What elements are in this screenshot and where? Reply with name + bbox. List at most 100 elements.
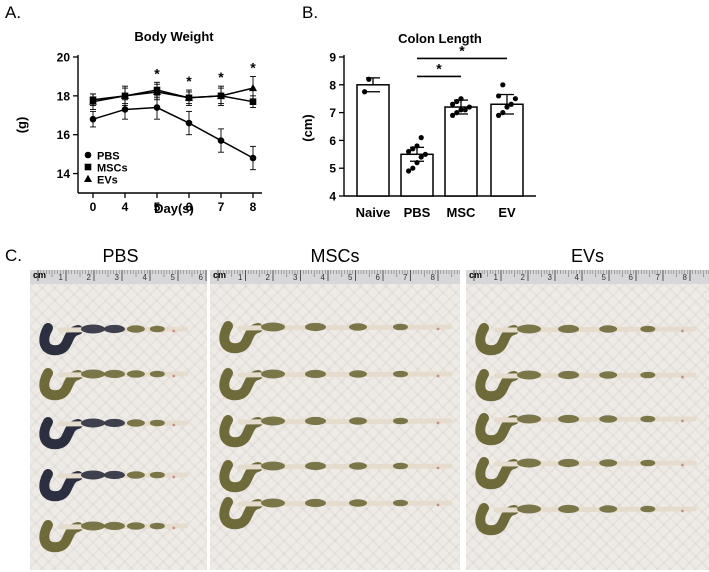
data-point bbox=[512, 96, 518, 102]
x-axis-label: Day(s) bbox=[154, 201, 194, 216]
blood-spot bbox=[436, 503, 440, 507]
y-tick-label: 20 bbox=[57, 51, 71, 65]
blood-spot bbox=[681, 375, 684, 379]
x-tick-label: 8 bbox=[250, 200, 257, 214]
colon-pellet bbox=[126, 471, 145, 479]
significance-star: * bbox=[186, 73, 192, 89]
y-axis-label: (g) bbox=[14, 117, 29, 134]
colon-cecum bbox=[39, 368, 83, 401]
data-point bbox=[462, 107, 468, 113]
x-tick-label: MSC bbox=[447, 205, 477, 220]
marker-square bbox=[84, 163, 92, 171]
x-tick-label: 5 bbox=[154, 200, 161, 214]
colon-pellet bbox=[81, 324, 105, 334]
blood-spot bbox=[436, 466, 440, 470]
data-point bbox=[496, 93, 502, 99]
colon-cecum bbox=[219, 415, 263, 448]
colon-cecum bbox=[219, 460, 263, 493]
colon-pellet bbox=[349, 323, 367, 331]
colon-cecum bbox=[219, 368, 263, 401]
colon-cecum bbox=[475, 323, 519, 356]
y-tick-label: 9 bbox=[329, 51, 336, 65]
colon-pellet bbox=[517, 458, 541, 468]
data-point bbox=[508, 101, 514, 107]
y-tick-label: 4 bbox=[329, 190, 336, 204]
data-point bbox=[410, 165, 416, 171]
colon-pellet bbox=[558, 458, 580, 468]
legend-label: PBS bbox=[97, 151, 120, 163]
data-point bbox=[418, 154, 424, 160]
marker-triangle bbox=[121, 91, 129, 99]
blood-spot bbox=[436, 374, 440, 378]
marker-circle bbox=[121, 106, 129, 113]
marker-triangle bbox=[89, 97, 97, 105]
series-line bbox=[92, 87, 254, 103]
blood-spot bbox=[172, 526, 176, 530]
colon-pellet bbox=[517, 414, 541, 424]
x-tick-label: Naive bbox=[356, 205, 391, 220]
significance-star: * bbox=[436, 60, 442, 76]
colon-pellet bbox=[517, 504, 541, 514]
significance-star: * bbox=[218, 69, 224, 85]
colon-pellet bbox=[393, 417, 408, 425]
colon-cecum bbox=[475, 369, 519, 402]
data-point bbox=[366, 76, 372, 82]
data-point bbox=[500, 82, 506, 88]
colon-pellet bbox=[81, 369, 105, 379]
marker-circle bbox=[153, 104, 161, 111]
colon-pellet bbox=[640, 371, 656, 379]
panel-c-letter: C. bbox=[5, 246, 22, 265]
colon-pellet bbox=[103, 418, 125, 428]
colon-pellet bbox=[349, 370, 367, 378]
colon-pellet bbox=[599, 415, 618, 423]
colon-pellet bbox=[149, 522, 165, 530]
colon-pellet bbox=[349, 417, 367, 425]
blood-spot bbox=[172, 475, 176, 479]
ruler-number: 7 bbox=[403, 273, 408, 282]
colon-pellet bbox=[81, 521, 105, 531]
colon-pellet bbox=[558, 504, 580, 514]
ruler-number: 1 bbox=[238, 273, 243, 282]
data-point bbox=[406, 168, 412, 174]
ruler-number: 3 bbox=[548, 273, 553, 282]
colon-pellet bbox=[393, 370, 408, 378]
ruler-number: 3 bbox=[115, 273, 120, 282]
panel-b-letter: B. bbox=[302, 3, 319, 22]
legend-label: MSCs bbox=[97, 163, 128, 175]
y-tick-label: 14 bbox=[57, 167, 71, 181]
colon-pellet bbox=[261, 322, 285, 332]
colon-pellet bbox=[599, 371, 618, 379]
data-point bbox=[362, 89, 368, 95]
colon-pellet bbox=[103, 324, 125, 334]
colon-specimens: 1 2 3 4 5 6 bbox=[37, 270, 207, 553]
photo-title-mscs: MSCs bbox=[310, 246, 360, 266]
panel-a-letter: A. bbox=[5, 3, 22, 22]
colon-pellet bbox=[599, 459, 618, 467]
ruler-unit: cm bbox=[213, 270, 227, 280]
colon-pellet bbox=[349, 462, 367, 470]
bar bbox=[356, 84, 390, 197]
colon-cecum bbox=[39, 417, 83, 450]
colon-pellet bbox=[126, 419, 145, 427]
photo-title-evs: EVs bbox=[570, 246, 604, 266]
x-tick-label: 4 bbox=[122, 200, 129, 214]
ruler-number: 1 bbox=[59, 273, 64, 282]
blood-spot bbox=[172, 423, 176, 427]
data-point bbox=[496, 112, 502, 118]
data-point bbox=[414, 143, 420, 149]
colon-pellet bbox=[640, 325, 656, 333]
y-tick-label: 5 bbox=[329, 162, 336, 176]
colon-pellet bbox=[261, 369, 285, 379]
data-point bbox=[454, 110, 460, 116]
data-point bbox=[410, 146, 416, 152]
ruler-number: 8 bbox=[683, 273, 688, 282]
blood-spot bbox=[681, 509, 684, 513]
colon-specimens: 1 2 3 4 5 6 7 8 bbox=[473, 270, 709, 536]
series-line bbox=[92, 106, 254, 159]
data-point bbox=[454, 98, 460, 105]
ruler-number: 8 bbox=[431, 273, 436, 282]
blood-spot bbox=[436, 421, 440, 425]
colon-cecum bbox=[475, 457, 519, 490]
series-line bbox=[92, 89, 254, 103]
y-tick-label: 18 bbox=[57, 89, 71, 103]
